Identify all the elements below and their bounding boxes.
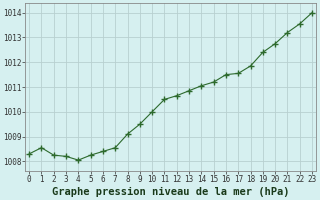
X-axis label: Graphe pression niveau de la mer (hPa): Graphe pression niveau de la mer (hPa): [52, 187, 289, 197]
